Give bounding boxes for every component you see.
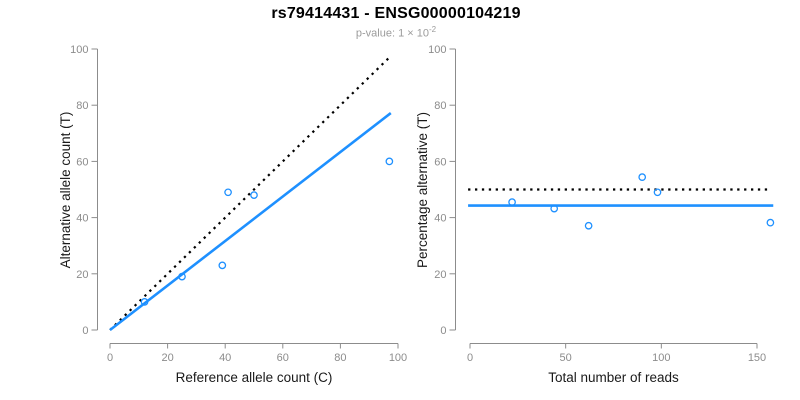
y-axis-tick-label: 0	[82, 325, 88, 337]
data-point	[140, 298, 149, 306]
y-axis-tick-label: 80	[76, 100, 88, 112]
data-point	[508, 198, 516, 206]
figure-title: rs79414431 - ENSG00000104219	[271, 5, 521, 22]
y-axis-label: Percentage alternative (T)	[415, 112, 430, 268]
data-point	[653, 188, 662, 197]
x-axis-tick-label: 50	[560, 352, 572, 364]
pvalue-text: p-value: 1 × 10	[355, 27, 429, 40]
data-point	[385, 157, 394, 166]
y-axis-tick-label: 60	[434, 156, 446, 168]
plot-allele-counts: 0 20 40 60 80 100 0 20 40 60 80 100 Reference allele…	[58, 44, 407, 385]
data-point	[224, 188, 232, 197]
x-axis-tick-label: 0	[107, 352, 113, 364]
x-axis-tick-label: 20	[161, 352, 173, 364]
y-axis-tick-label: 60	[76, 156, 88, 168]
x-axis-tick-label: 40	[219, 352, 231, 364]
x-axis-tick-label: 60	[277, 352, 289, 364]
x-axis-tick-label: 150	[748, 352, 766, 364]
data-point	[550, 204, 559, 213]
identity-line	[109, 56, 391, 331]
data-point	[766, 218, 775, 227]
data-point	[638, 173, 647, 181]
x-axis-tick-label: 80	[334, 352, 346, 364]
x-axis-label: Total number of reads	[548, 370, 679, 385]
data-point	[584, 221, 593, 230]
y-axis-label: Alternative allele count (T)	[58, 112, 73, 269]
plot-percentage-vs-reads: 0 50 100 150 0 20 40 60 80 100 Total number of rea…	[415, 44, 775, 385]
x-axis-tick-label: 100	[389, 352, 407, 364]
y-axis-tick-label: 20	[76, 269, 88, 281]
pvalue-exponent: -2	[428, 25, 437, 34]
x-axis-tick-label: 0	[467, 352, 473, 364]
y-axis-tick-label: 20	[434, 269, 446, 281]
x-axis-tick-label: 100	[652, 352, 670, 364]
y-axis-tick-label: 40	[434, 213, 446, 225]
y-axis-tick-label: 0	[440, 325, 446, 337]
figure-subtitle: p-value: 1 × 10-2	[0, 25, 792, 40]
y-axis-tick-label: 40	[76, 213, 88, 225]
data-point	[178, 272, 186, 281]
y-axis-tick-label: 100	[428, 44, 446, 56]
regression-line	[109, 112, 392, 332]
data-point	[250, 191, 258, 199]
y-axis-tick-label: 100	[70, 44, 88, 56]
data-point	[218, 261, 227, 270]
x-axis-label: Reference allele count (C)	[176, 370, 333, 385]
y-axis-tick-label: 80	[434, 100, 446, 112]
